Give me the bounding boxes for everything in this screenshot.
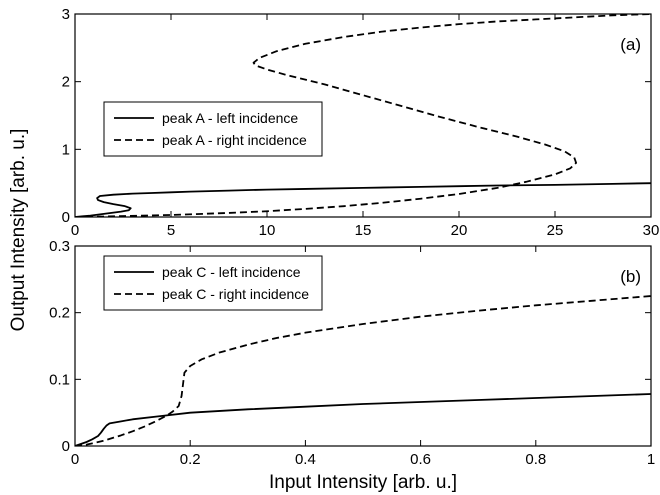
y-tick-label: 2 (62, 74, 70, 91)
plot-frame (74, 245, 652, 447)
x-tick-label: 5 (167, 222, 175, 239)
series-line-left-incidence (75, 393, 651, 446)
y-tick-label: 0 (62, 438, 70, 455)
y-tick-label: 0 (62, 209, 70, 226)
legend-box (103, 255, 323, 311)
panel-label: (b) (620, 267, 641, 286)
x-tick-label: 25 (547, 222, 564, 239)
x-tick-label: 0 (71, 451, 79, 468)
series-line-right-incidence (75, 14, 651, 217)
x-tick-label: 0.2 (180, 451, 201, 468)
x-tick-label: 0.6 (410, 451, 431, 468)
y-tick-label: 0.3 (49, 238, 70, 255)
y-tick-label: 0.1 (49, 371, 70, 388)
x-tick-label: 0 (71, 222, 79, 239)
x-axis-label: Input Intensity [arb. u.] (269, 472, 457, 493)
legend-label: peak C - right incidence (162, 286, 309, 302)
legend-box (103, 101, 323, 157)
legend-label: peak C - left incidence (162, 264, 301, 280)
y-axis-label: Output Intensity [arb. u.] (8, 129, 29, 332)
x-tick-label: 20 (451, 222, 468, 239)
series-line-right-incidence (75, 295, 651, 446)
legend-label: peak A - left incidence (162, 110, 298, 126)
series-line-left-incidence (75, 182, 651, 217)
x-tick-label: 15 (355, 222, 372, 239)
y-tick-label: 0.2 (49, 305, 70, 322)
y-tick-label: 1 (62, 141, 70, 158)
y-tick-label: 3 (62, 6, 70, 23)
panel-a: 0 5 10 15 20 25 30 0 1 2 3 (a) peak A - left inciden… (62, 6, 660, 239)
x-tick-label: 30 (643, 222, 660, 239)
panel-b: 0 0.2 0.4 0.6 0.8 1 0 0.1 0.2 0.3 (b) peak C - left… (49, 238, 655, 468)
x-tick-label: 0.8 (525, 451, 546, 468)
x-tick-label: 1 (647, 451, 655, 468)
x-tick-label: 0.4 (295, 451, 316, 468)
x-tick-label: 10 (259, 222, 276, 239)
legend-label: peak A - right incidence (162, 132, 307, 148)
panel-label: (a) (620, 35, 641, 54)
